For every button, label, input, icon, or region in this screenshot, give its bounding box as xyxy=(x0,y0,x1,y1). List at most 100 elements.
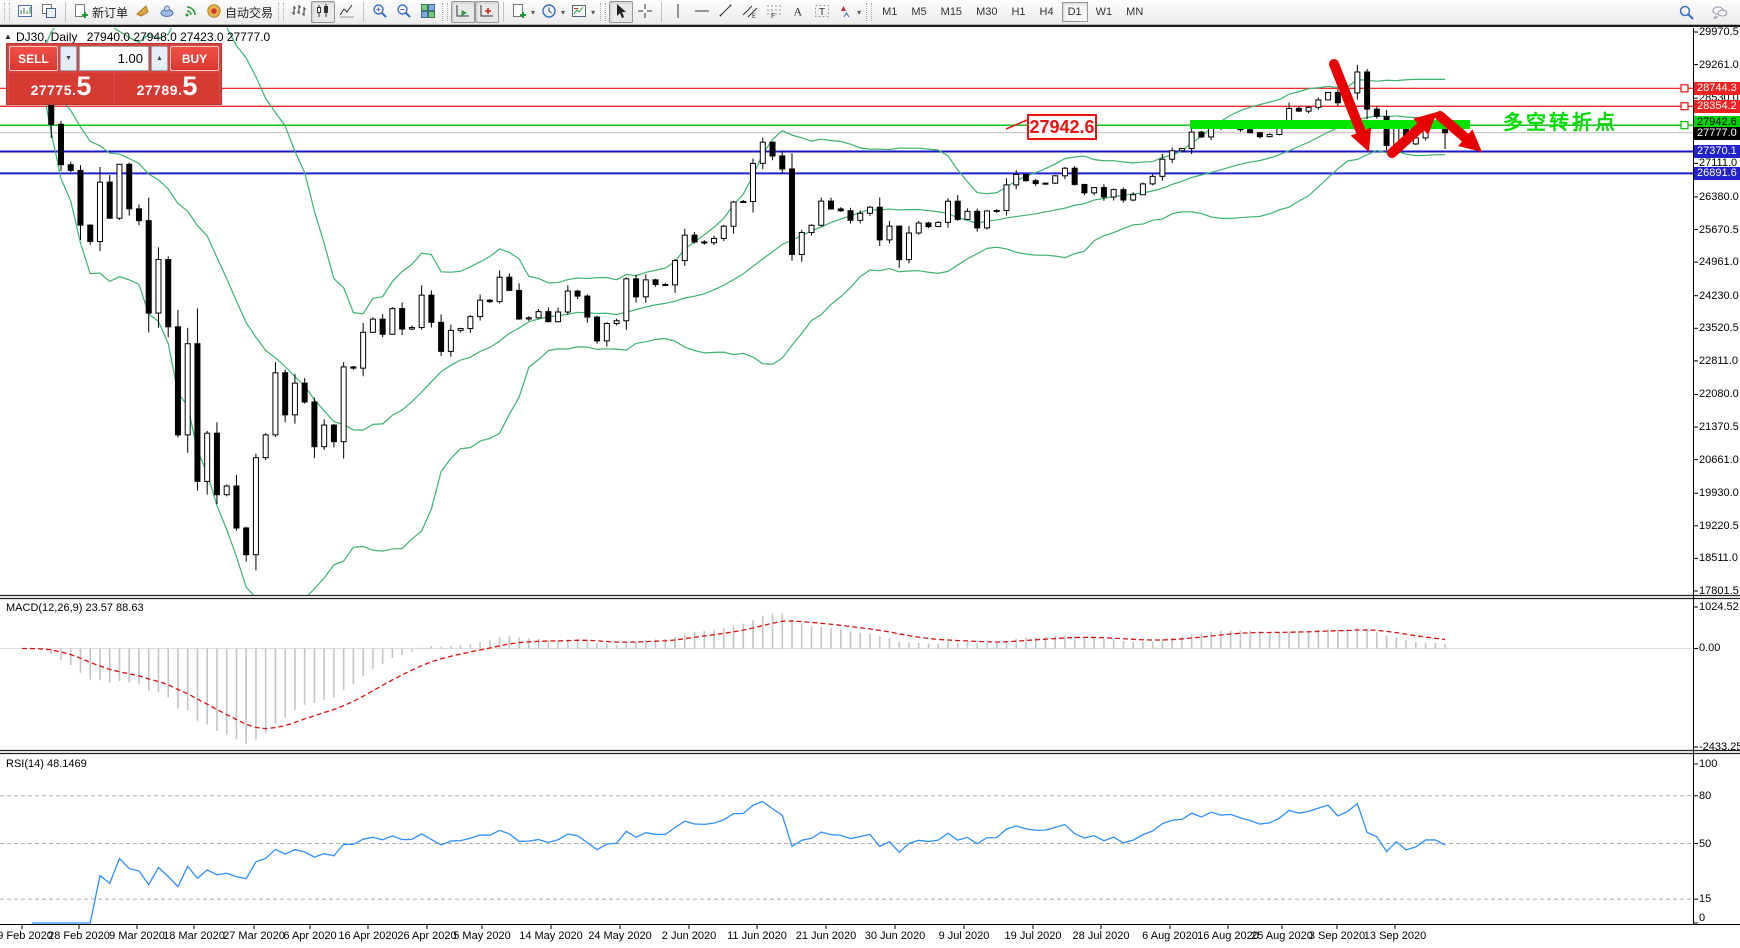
crosshair-button[interactable] xyxy=(633,1,657,23)
timeline-date[interactable]: 6 Apr 2020 xyxy=(283,930,337,942)
timeline-date[interactable]: 25 Aug 2020 xyxy=(1251,930,1313,942)
arrows-button[interactable]: ▾ xyxy=(834,1,864,23)
signals-button[interactable] xyxy=(179,1,203,23)
search-button[interactable] xyxy=(1674,1,1698,23)
volume-input[interactable]: 1.00 xyxy=(79,46,149,71)
indicators-button[interactable]: ▾ xyxy=(508,1,538,23)
cursor-button[interactable] xyxy=(609,1,634,23)
timeframe-h4-button[interactable]: H4 xyxy=(1034,2,1060,22)
fibonacci-button[interactable]: F xyxy=(762,1,786,23)
mql5-community-button[interactable] xyxy=(155,1,179,23)
line-chart-button[interactable] xyxy=(335,1,359,23)
arrow-annotation-down-right[interactable] xyxy=(1435,111,1471,143)
timeframe-m15-button[interactable]: M15 xyxy=(935,2,968,22)
text-label-button[interactable]: T xyxy=(810,1,834,23)
volume-increase-icon[interactable]: ▲ xyxy=(151,46,168,71)
turning-point-annotation[interactable]: 多空转折点 xyxy=(1503,112,1618,134)
timeframe-d1-button[interactable]: D1 xyxy=(1061,2,1088,22)
timeline-date[interactable]: 6 Aug 2020 xyxy=(1142,930,1198,942)
rsi-axis-label: 80 xyxy=(1699,789,1712,802)
arrow-annotation-down[interactable] xyxy=(1329,59,1366,137)
timeline-date[interactable]: 28 Jul 2020 xyxy=(1072,930,1130,942)
equidistant-channel-button[interactable]: E xyxy=(738,1,762,23)
timeframe-m5-button[interactable]: M5 xyxy=(905,2,932,22)
bollinger-middle-line xyxy=(41,67,1446,431)
timeline-date[interactable]: 5 May 2020 xyxy=(453,930,511,942)
vertical-line-button[interactable] xyxy=(666,1,690,23)
timeline-date[interactable]: 9 Jul 2020 xyxy=(938,930,990,942)
toolbar-grip xyxy=(278,3,285,21)
timeline-date[interactable]: 19 Feb 2020 xyxy=(0,930,53,942)
timeline-date[interactable]: 3 Sep 2020 xyxy=(1308,930,1366,942)
bollinger-lower-line xyxy=(40,81,1446,595)
horizontal-lines-layer xyxy=(0,87,1693,175)
price-axis-tick: 22080.0 xyxy=(1699,388,1739,401)
autotrading-button-label: 自动交易 xyxy=(225,5,274,20)
one-click-trading-panel: SELL ▼ 1.00 ▲ BUY 27775. 5 27789. 5 xyxy=(6,43,222,105)
text-label-icon: T xyxy=(814,3,830,22)
timeline-date[interactable]: 2 Jun 2020 xyxy=(661,930,717,942)
timeframe-m30-button[interactable]: M30 xyxy=(970,2,1003,22)
timeframe-mn-button[interactable]: MN xyxy=(1120,2,1149,22)
signals-icon xyxy=(183,3,199,22)
tile-windows-icon xyxy=(420,3,436,22)
horizontal-line-button[interactable] xyxy=(690,1,714,23)
price-axis-tick: 22811.0 xyxy=(1699,354,1738,367)
timeline-date[interactable]: 21 Jun 2020 xyxy=(795,930,857,942)
zoom-out-button[interactable] xyxy=(392,1,416,23)
timeline-date[interactable]: 19 Jul 2020 xyxy=(1004,930,1062,942)
timeframe-w1-button[interactable]: W1 xyxy=(1090,2,1119,22)
macd-axis-label: 0.00 xyxy=(1699,642,1721,655)
timeframe-h1-button[interactable]: H1 xyxy=(1005,2,1031,22)
new-chart-button[interactable] xyxy=(13,1,37,23)
periods-button[interactable]: ▾ xyxy=(538,1,568,23)
buy-button[interactable]: BUY xyxy=(170,46,219,71)
toolbar-separator xyxy=(363,2,365,22)
support-band-annotation[interactable] xyxy=(1190,120,1470,129)
new-order-button[interactable]: 新订单 xyxy=(70,1,131,23)
templates-button[interactable]: ▾ xyxy=(568,1,598,23)
timeline-date[interactable]: 27 Mar 2020 xyxy=(223,930,285,942)
timeline-date[interactable]: 16 Apr 2020 xyxy=(338,930,398,942)
timeline-date[interactable]: 14 May 2020 xyxy=(519,930,583,942)
bar-chart-button[interactable] xyxy=(287,1,311,23)
line-handle[interactable] xyxy=(1680,102,1689,111)
volume-decrease-icon[interactable]: ▼ xyxy=(60,46,77,71)
arrow-annotation-up[interactable] xyxy=(1387,121,1426,158)
timeline-date[interactable]: 11 Jun 2020 xyxy=(727,930,787,942)
text-button[interactable]: A xyxy=(786,1,810,23)
auto-scroll-icon xyxy=(455,3,471,22)
price-axis-tick: 29970.5 xyxy=(1699,26,1739,38)
bar-chart-icon xyxy=(291,3,307,22)
price-axis-tick: 27111.0 xyxy=(1699,157,1738,170)
metaeditor-button[interactable] xyxy=(131,1,155,23)
timeline-date[interactable]: 9 Mar 2020 xyxy=(109,930,165,942)
price-callout-box[interactable]: 27942.6 xyxy=(1027,114,1097,140)
tile-windows-button[interactable] xyxy=(416,1,440,23)
zoom-in-button[interactable] xyxy=(368,1,392,23)
macd-indicator xyxy=(0,613,1693,744)
timeline-date[interactable]: 26 Apr 2020 xyxy=(397,930,457,942)
one-click-collapse-icon[interactable]: ▲ xyxy=(4,32,12,41)
bollinger-upper-line xyxy=(40,28,1446,315)
timeframe-m1-button[interactable]: M1 xyxy=(876,2,903,22)
timeline-date[interactable]: 18 Mar 2020 xyxy=(163,930,225,942)
auto-scroll-button[interactable] xyxy=(451,1,476,23)
line-handle[interactable] xyxy=(1680,121,1689,130)
autotrading-button[interactable]: 自动交易 xyxy=(203,1,276,23)
sell-button[interactable]: SELL xyxy=(9,46,58,71)
buy-price[interactable]: 27789. 5 xyxy=(115,73,219,104)
candlestick-chart-button[interactable] xyxy=(311,1,336,23)
timeline-date[interactable]: 16 Aug 2020 xyxy=(1197,930,1259,942)
timeline-date[interactable]: 13 Sep 2020 xyxy=(1363,930,1427,942)
line-handle[interactable] xyxy=(1680,84,1689,93)
timeline-date[interactable]: 28 Feb 2020 xyxy=(48,930,110,942)
timeline-date[interactable]: 30 Jun 2020 xyxy=(864,930,926,942)
sell-price[interactable]: 27775. 5 xyxy=(9,73,113,104)
profiles-button[interactable] xyxy=(37,1,61,23)
timeline-date[interactable]: 24 May 2020 xyxy=(588,930,652,942)
trendline-button[interactable] xyxy=(714,1,738,23)
chart-shift-button[interactable] xyxy=(475,1,500,23)
price-axis-tick: 24961.0 xyxy=(1699,256,1739,269)
chat-button[interactable] xyxy=(1708,1,1732,23)
